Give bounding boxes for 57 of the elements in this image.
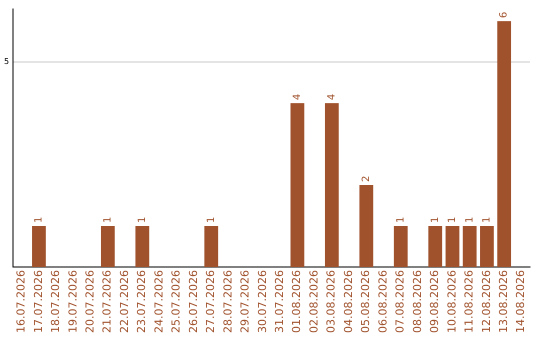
data-label: 4 (292, 94, 303, 100)
data-label: 1 (34, 216, 45, 224)
x-tick-label: 12.08.2026 (480, 270, 493, 334)
x-tick-label: 28.07.2026 (221, 270, 234, 334)
data-label: 1 (447, 216, 458, 224)
bar (428, 226, 442, 268)
x-tick-label: 09.08.2026 (428, 270, 442, 334)
x-tick-label: 05.08.2026 (359, 270, 372, 334)
bar (394, 226, 408, 268)
x-tick-label: 30.07.2026 (256, 270, 269, 334)
x-tick-label: 21.07.2026 (100, 270, 114, 334)
x-tick-label: 14.08.2026 (514, 270, 528, 334)
x-tick-label: 23.07.2026 (135, 270, 148, 334)
x-tick-label: 18.07.2026 (49, 270, 62, 334)
x-tick-label: 03.08.2026 (324, 270, 338, 334)
x-tick-label: 02.08.2026 (307, 270, 320, 334)
bar (359, 185, 374, 268)
x-tick-label: 17.07.2026 (32, 270, 45, 334)
x-tick-label: 11.08.2026 (462, 270, 476, 334)
x-tick-label: 07.08.2026 (394, 270, 407, 334)
bar (446, 226, 460, 268)
x-tick-label: 20.07.2026 (83, 270, 96, 334)
x-tick-label: 29.07.2026 (238, 270, 252, 334)
x-tick-label: 13.08.2026 (497, 270, 510, 334)
x-tick-label: 08.08.2026 (410, 270, 424, 334)
data-label: 1 (464, 216, 476, 224)
bar (204, 226, 218, 268)
bar (497, 21, 512, 268)
bar (135, 226, 150, 268)
x-tick-label: 04.08.2026 (342, 270, 355, 334)
x-tick-label: 24.07.2026 (152, 270, 166, 334)
data-label: 4 (326, 94, 338, 100)
x-tick-label: 25.07.2026 (170, 270, 183, 334)
data-label: 1 (395, 216, 406, 224)
data-label: 1 (430, 216, 441, 224)
x-tick-label: 22.07.2026 (118, 270, 131, 334)
x-tick-label: 19.07.2026 (66, 270, 80, 334)
bar (462, 226, 477, 268)
data-label: 1 (206, 216, 217, 224)
x-tick-label: 27.07.2026 (204, 270, 218, 334)
bar (480, 226, 494, 268)
data-label: 1 (102, 216, 114, 224)
bar (324, 103, 339, 268)
data-label: 1 (136, 216, 148, 224)
x-tick-label: 10.08.2026 (445, 270, 458, 334)
bar (100, 226, 115, 268)
x-tick-label: 06.08.2026 (376, 270, 390, 334)
bar (290, 103, 304, 268)
x-tick-label: 26.07.2026 (186, 270, 200, 334)
x-tick-label: 16.07.2026 (14, 270, 28, 334)
y-tick-label: 5 (4, 57, 10, 66)
data-label: 1 (482, 216, 493, 224)
bar (32, 226, 46, 268)
data-label: 2 (360, 176, 372, 182)
x-tick-label: 01.08.2026 (290, 270, 304, 334)
x-tick-label: 31.07.2026 (273, 270, 286, 334)
data-label: 6 (498, 12, 510, 18)
